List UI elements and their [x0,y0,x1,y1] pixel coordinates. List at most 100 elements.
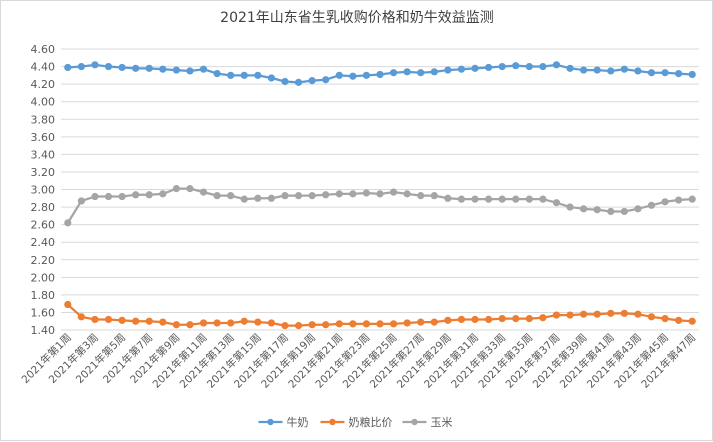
data-point [620,207,628,216]
data-point [159,65,167,73]
data-point [294,192,303,200]
data-point [362,320,371,328]
data-point [227,319,235,327]
data-point [362,189,371,197]
y-tick-label: 4.40 [31,61,56,74]
data-point [199,319,208,327]
data-point [145,64,153,72]
data-point [172,185,180,193]
data-point [294,78,303,86]
data-point [213,69,221,78]
data-point [172,321,180,329]
data-point [227,71,235,79]
y-tick-label: 1.80 [31,289,56,302]
data-point [227,192,235,200]
y-tick-label: 3.60 [31,131,56,144]
y-tick-label: 4.60 [31,43,56,56]
data-point [132,317,140,325]
data-point [118,192,126,201]
data-point [294,322,303,330]
data-point [349,72,357,80]
data-point [566,64,574,72]
data-point [688,195,696,203]
x-axis-tick-labels: 2021年第1周2021年第3周2021年第5周2021年第7周2021年第9周… [19,331,699,391]
data-point [457,315,466,324]
data-point [688,317,696,325]
data-point [376,320,384,328]
y-tick-label: 2.80 [31,201,56,214]
legend-marker [329,418,336,426]
data-point [430,318,438,326]
data-point [593,66,601,74]
data-point [159,318,167,326]
legend-marker [267,418,274,426]
data-point [498,62,506,71]
data-point [484,63,493,72]
data-point [267,319,276,327]
data-point [335,320,343,328]
y-tick-label: 2.40 [31,236,56,249]
y-tick-label: 2.60 [31,219,56,232]
data-point [675,196,683,204]
data-point [457,65,466,73]
data-point [376,190,384,198]
data-point [145,191,153,199]
data-point [647,201,656,209]
data-point [417,192,425,200]
data-point [254,194,262,202]
legend-item: 牛奶 [258,415,309,429]
data-point [417,318,425,326]
data-point [484,315,493,324]
data-point [267,74,276,82]
y-tick-label: 2.00 [31,271,56,284]
data-point [525,195,533,203]
data-point [335,71,343,79]
data-point [240,71,248,79]
data-point [552,311,561,319]
data-point [607,67,615,75]
data-point [199,65,208,73]
chart-title: 2021年山东省生乳收购价格和奶牛效益监测 [220,10,494,26]
data-point [607,309,615,317]
y-tick-label: 1.40 [31,324,56,337]
data-point [634,67,642,75]
data-point [186,67,194,75]
data-point [444,66,452,74]
data-point [525,314,533,323]
data-point [64,219,72,227]
data-point [403,319,411,327]
data-point [281,192,289,200]
data-point [118,63,126,72]
data-point [172,66,180,74]
data-point [525,62,533,71]
y-axis-tick-labels: 1.40 1.60 1.80 2.00 2.20 2.40 2.60 2.80 3.00 3.20… [31,43,56,337]
data-point [240,195,248,203]
data-point [254,318,262,326]
data-point [376,70,384,79]
legend-label: 玉米 [431,416,453,429]
legend-label: 牛奶 [287,415,309,429]
series-奶粮比价 [64,300,696,330]
data-point [77,62,85,71]
legend: 牛奶 奶粮比价 玉米 [258,415,453,429]
y-tick-label: 4.00 [31,96,56,109]
data-point [64,300,72,309]
series-lines [64,61,696,330]
data-point [281,77,289,86]
data-point [254,71,262,79]
y-tick-label: 3.00 [31,184,56,197]
data-point [471,315,479,324]
data-point [430,192,438,200]
data-point [607,207,615,216]
data-point [335,190,343,198]
data-point [349,190,357,198]
data-point [457,195,466,203]
data-point [308,321,316,329]
data-point [661,198,669,206]
data-point [620,309,628,317]
data-point [498,195,506,203]
legend-label: 奶粮比价 [349,415,393,429]
data-point [552,61,561,69]
